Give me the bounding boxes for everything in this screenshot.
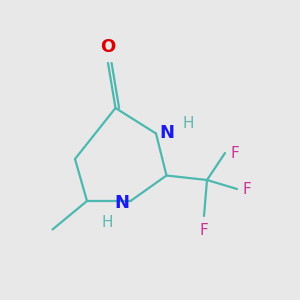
Text: O: O (100, 38, 116, 56)
Text: F: F (230, 146, 239, 160)
Text: F: F (200, 223, 208, 238)
Text: F: F (242, 182, 251, 196)
Text: N: N (160, 124, 175, 142)
Text: H: H (182, 116, 194, 130)
Text: N: N (115, 194, 130, 211)
Text: H: H (102, 215, 113, 230)
